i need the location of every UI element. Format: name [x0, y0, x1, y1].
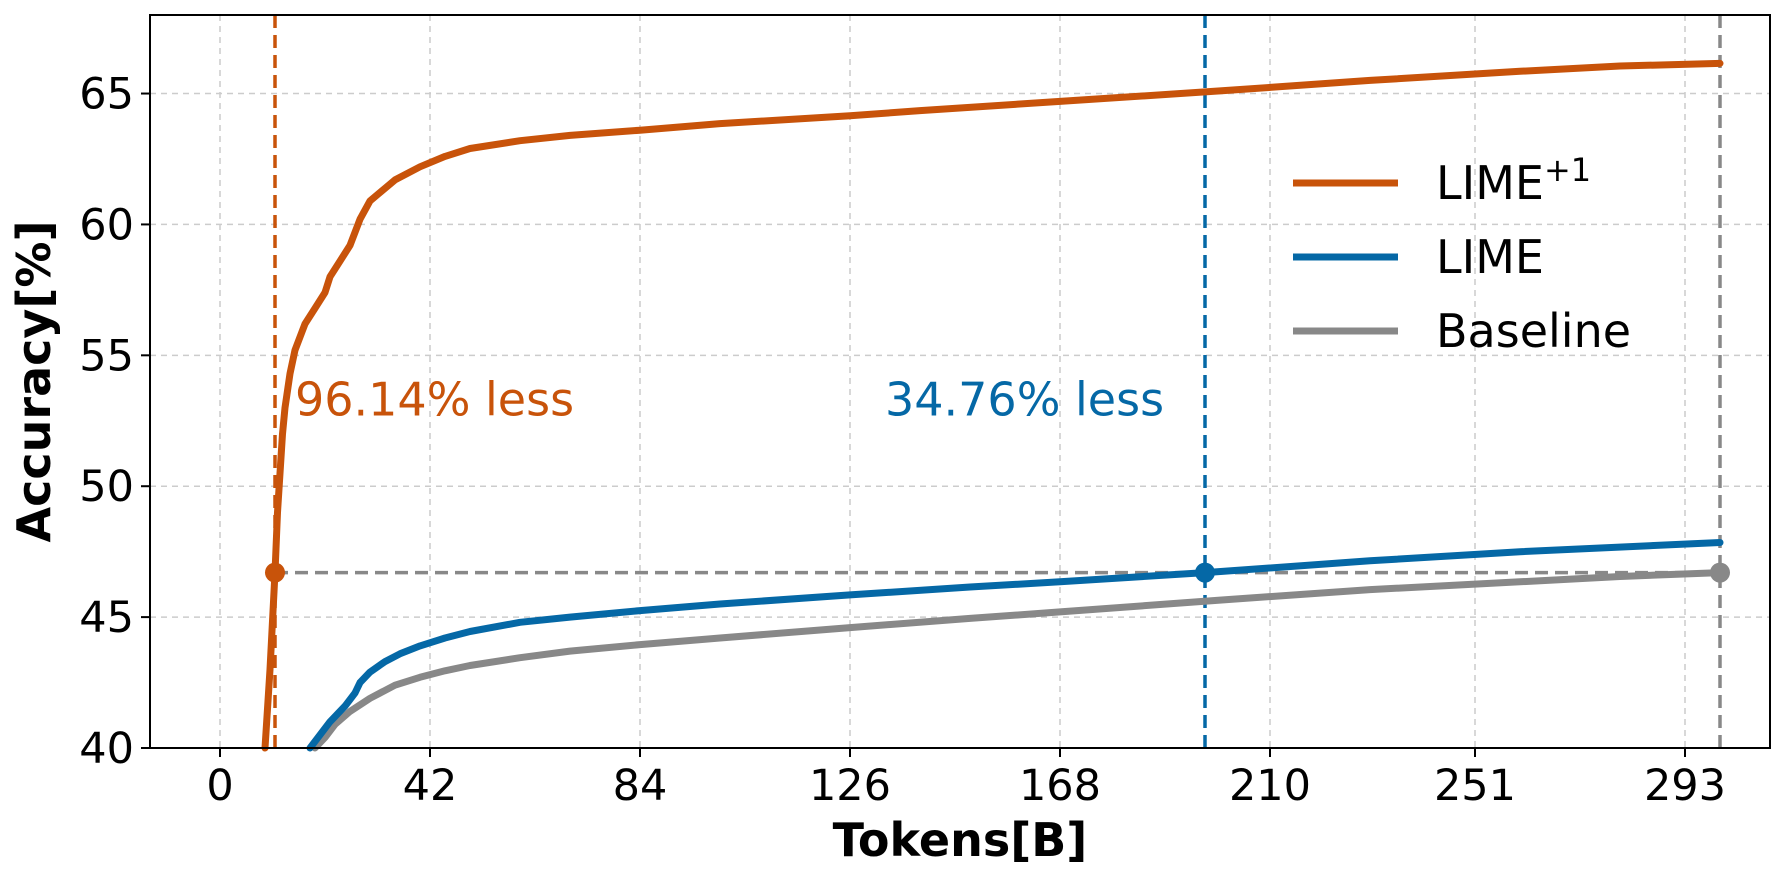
reference-marker-lime	[1195, 562, 1215, 583]
y-axis-title: Accuracy[%]	[7, 221, 61, 543]
x-axis-title: Tokens[B]	[833, 813, 1088, 867]
legend-label-baseline: Baseline	[1436, 304, 1631, 358]
y-tick-label: 60	[79, 200, 134, 250]
series-line-lime_plus1	[261, 59, 1724, 752]
y-tick-label: 50	[79, 462, 134, 512]
y-tick-label: 65	[79, 70, 134, 120]
series-lines	[261, 59, 1724, 752]
annotations: 96.14% less 34.76% less	[295, 373, 1164, 427]
series-line-baseline	[311, 569, 1724, 752]
reference-markers	[265, 562, 1730, 583]
annotation-lime_plus1: 96.14% less	[295, 373, 574, 427]
x-tick-label: 126	[809, 761, 891, 811]
x-tick-label: 210	[1229, 761, 1311, 811]
y-axis-ticks: 40 45 50 55 60 65	[79, 70, 150, 774]
x-tick-label: 0	[206, 761, 233, 811]
x-tick-label: 42	[403, 761, 458, 811]
y-tick-label: 45	[79, 593, 134, 643]
legend-label-lime_plus1: LIME+1	[1436, 151, 1591, 210]
x-axis-ticks: 0 42 84 126 168 210 251 293	[206, 748, 1726, 811]
x-tick-label: 84	[613, 761, 668, 811]
x-tick-label: 293	[1644, 761, 1726, 811]
plot-frame	[149, 14, 1771, 749]
annotation-lime: 34.76% less	[885, 373, 1164, 427]
legend-label-lime: LIME	[1436, 230, 1544, 284]
reference-marker-lime_plus1	[265, 562, 285, 583]
x-tick-label: 251	[1434, 761, 1516, 811]
grid-lines	[150, 15, 1770, 749]
legend-label-text: Baseline	[1436, 304, 1631, 358]
series-line-lime	[306, 539, 1724, 752]
reference-marker-baseline	[1710, 562, 1730, 583]
x-tick-label: 168	[1019, 761, 1101, 811]
y-tick-label: 55	[79, 331, 134, 381]
legend-label-superscript: +1	[1544, 151, 1591, 189]
legend-label-text: LIME	[1436, 156, 1544, 210]
legend-label-text: LIME	[1436, 230, 1544, 284]
y-tick-label: 40	[79, 724, 134, 774]
